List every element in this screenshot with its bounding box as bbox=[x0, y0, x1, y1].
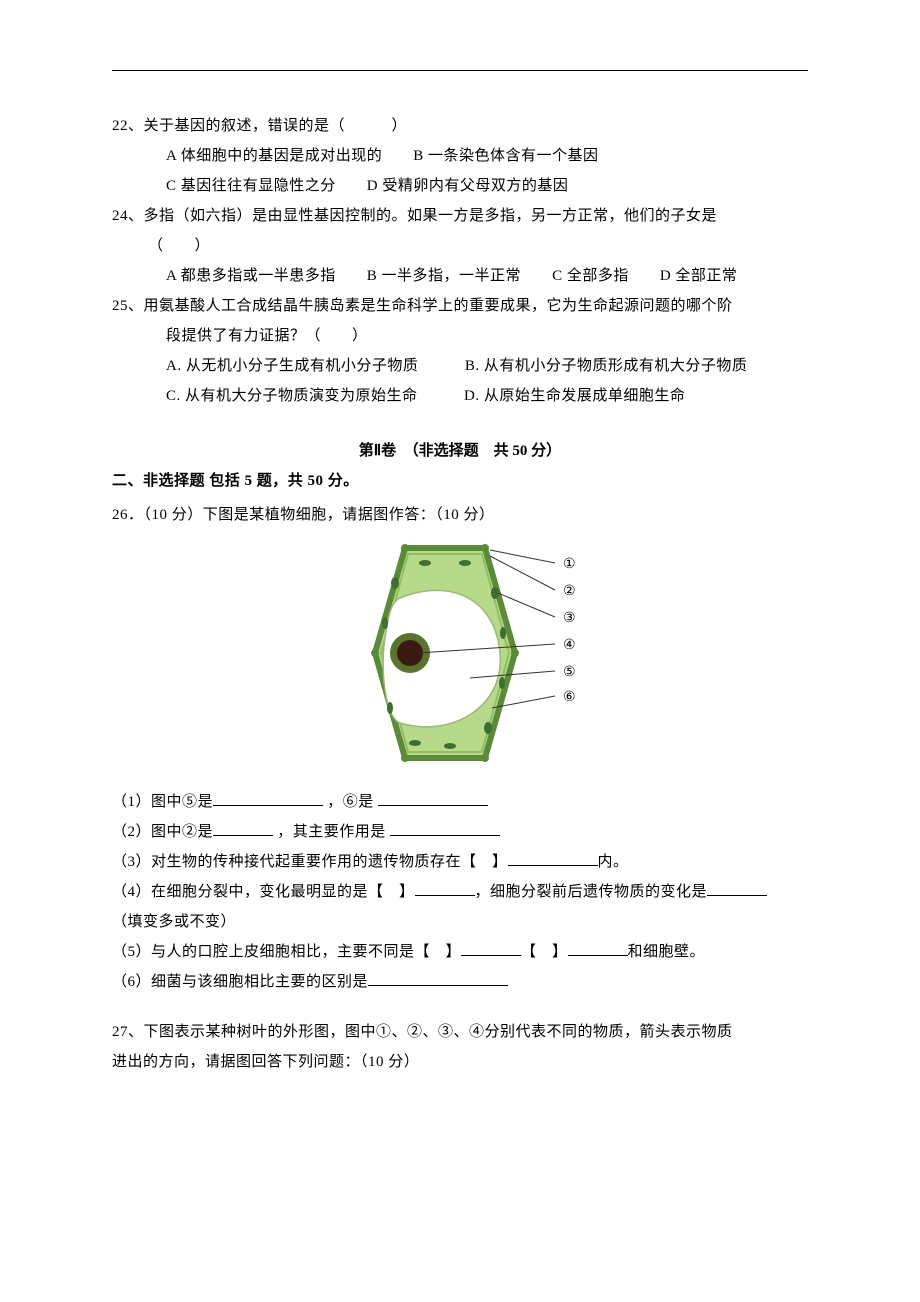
label-3: ③ bbox=[563, 611, 576, 626]
q25-stem1: 25、用氨基酸人工合成结晶牛胰岛素是生命科学上的重要成果，它为生命起源问题的哪个… bbox=[112, 291, 808, 321]
q22-optA: A 体细胞中的基因是成对出现的 bbox=[166, 148, 382, 164]
q25-line1: A. 从无机小分子生成有机小分子物质 B. 从有机小分子物质形成有机大分子物质 bbox=[112, 351, 808, 381]
blank[interactable] bbox=[461, 940, 521, 956]
label-5: ⑤ bbox=[563, 665, 576, 680]
chloroplast bbox=[491, 587, 499, 599]
q24-optD: D 全部正常 bbox=[660, 268, 738, 284]
q26-p6: （6）细菌与该细胞相比主要的区别是 bbox=[112, 967, 808, 997]
q26-p5c: 和细胞壁。 bbox=[628, 944, 706, 960]
q26-p1b: ，⑥是 bbox=[327, 794, 378, 810]
blank[interactable] bbox=[390, 820, 500, 836]
wall-corner bbox=[401, 544, 409, 552]
label-1: ① bbox=[563, 557, 576, 572]
chloroplast bbox=[500, 627, 506, 639]
q26-p4a: （4）在细胞分裂中，变化最明显的是【 】 bbox=[112, 884, 415, 900]
q24-stem2: （ ） bbox=[112, 231, 808, 261]
q27-stem2: 进出的方向，请据图回答下列问题：（10 分） bbox=[112, 1047, 808, 1077]
q26-p2: （2）图中②是 ，其主要作用是 bbox=[112, 817, 808, 847]
q25-optC: C. 从有机大分子物质演变为原始生命 bbox=[166, 388, 418, 404]
q26-p4b: ，细胞分裂前后遗传物质的变化是 bbox=[475, 884, 708, 900]
q22-optB: B 一条染色体含有一个基因 bbox=[413, 148, 598, 164]
q26-p6a: （6）细菌与该细胞相比主要的区别是 bbox=[112, 974, 368, 990]
q26-p5b: 【 】 bbox=[521, 944, 568, 960]
chloroplast bbox=[444, 743, 456, 749]
chloroplast bbox=[387, 702, 393, 714]
q26-p5a: （5）与人的口腔上皮细胞相比，主要不同是【 】 bbox=[112, 944, 461, 960]
chloroplast bbox=[484, 722, 492, 734]
q26-p2b: ，其主要作用是 bbox=[277, 824, 390, 840]
q22-stem: 22、关于基因的叙述，错误的是（ ） bbox=[112, 111, 808, 141]
q25-optA: A. 从无机小分子生成有机小分子物质 bbox=[166, 358, 418, 374]
blank[interactable] bbox=[415, 880, 475, 896]
chloroplast bbox=[382, 617, 388, 629]
wall-corner bbox=[481, 544, 489, 552]
label-4: ④ bbox=[563, 638, 576, 653]
wall-corner bbox=[481, 754, 489, 762]
top-rule bbox=[112, 70, 808, 71]
wall-corner bbox=[511, 649, 519, 657]
q26-p4: （4）在细胞分裂中，变化最明显的是【 】 ，细胞分裂前后遗传物质的变化是 bbox=[112, 877, 808, 907]
chloroplast bbox=[459, 560, 471, 566]
q22-optD: D 受精卵内有父母双方的基因 bbox=[367, 178, 569, 194]
q24-optB: B 一半多指，一半正常 bbox=[367, 268, 521, 284]
blank[interactable] bbox=[213, 820, 273, 836]
q26-p5: （5）与人的口腔上皮细胞相比，主要不同是【 】 【 】 和细胞壁。 bbox=[112, 937, 808, 967]
blank[interactable] bbox=[508, 850, 598, 866]
q26-p2a: （2）图中②是 bbox=[112, 824, 213, 840]
q26-p3a: （3）对生物的传种接代起重要作用的遗传物质存在【 】 bbox=[112, 854, 508, 870]
q25-optD: D. 从原始生命发展成单细胞生命 bbox=[464, 388, 685, 404]
q25-stem2: 段提供了有力证据？（ ） bbox=[112, 321, 808, 351]
q26-p3b: 内。 bbox=[598, 854, 629, 870]
chloroplast bbox=[391, 577, 399, 589]
q24-opts: A 都患多指或一半患多指 B 一半多指，一半正常 C 全部多指 D 全部正常 bbox=[112, 261, 808, 291]
q22-optC: C 基因往往有显隐性之分 bbox=[166, 178, 336, 194]
plant-cell-diagram: ① ② ③ ④ ⑤ ⑥ bbox=[112, 538, 808, 773]
wall-corner bbox=[371, 649, 379, 657]
section2-subhead: 二、非选择题 包括 5 题，共 50 分。 bbox=[112, 466, 808, 496]
q26-p3: （3）对生物的传种接代起重要作用的遗传物质存在【 】 内。 bbox=[112, 847, 808, 877]
q25-line2: C. 从有机大分子物质演变为原始生命 D. 从原始生命发展成单细胞生命 bbox=[112, 381, 808, 411]
blank[interactable] bbox=[368, 970, 508, 986]
blank[interactable] bbox=[568, 940, 628, 956]
q25-optB: B. 从有机小分子物质形成有机大分子物质 bbox=[465, 358, 748, 374]
chloroplast bbox=[499, 677, 505, 689]
q26-p1a: （1）图中⑤是 bbox=[112, 794, 213, 810]
blank[interactable] bbox=[213, 790, 323, 806]
q24-stem1: 24、多指（如六指）是由显性基因控制的。如果一方是多指，另一方正常，他们的子女是 bbox=[112, 201, 808, 231]
chloroplast bbox=[409, 740, 421, 746]
q27-stem1: 27、下图表示某种树叶的外形图，图中①、②、③、④分别代表不同的物质，箭头表示物… bbox=[112, 1017, 808, 1047]
blank[interactable] bbox=[707, 880, 767, 896]
q22-line2: C 基因往往有显隐性之分 D 受精卵内有父母双方的基因 bbox=[112, 171, 808, 201]
section2-title: 第Ⅱ卷 （非选择题 共 50 分） bbox=[112, 439, 808, 460]
label-2: ② bbox=[563, 584, 576, 599]
q26-p4c: （填变多或不变） bbox=[112, 907, 808, 937]
plant-cell-svg: ① ② ③ ④ ⑤ ⑥ bbox=[330, 538, 590, 768]
wall-corner bbox=[401, 754, 409, 762]
blank[interactable] bbox=[378, 790, 488, 806]
q26-p1: （1）图中⑤是 ，⑥是 bbox=[112, 787, 808, 817]
q24-optA: A 都患多指或一半患多指 bbox=[166, 268, 336, 284]
label-6: ⑥ bbox=[563, 690, 576, 705]
chloroplast bbox=[419, 560, 431, 566]
q22-line1: A 体细胞中的基因是成对出现的 B 一条染色体含有一个基因 bbox=[112, 141, 808, 171]
q24-optC: C 全部多指 bbox=[552, 268, 629, 284]
q26-stem: 26．（10 分）下图是某植物细胞，请据图作答：（10 分） bbox=[112, 500, 808, 530]
